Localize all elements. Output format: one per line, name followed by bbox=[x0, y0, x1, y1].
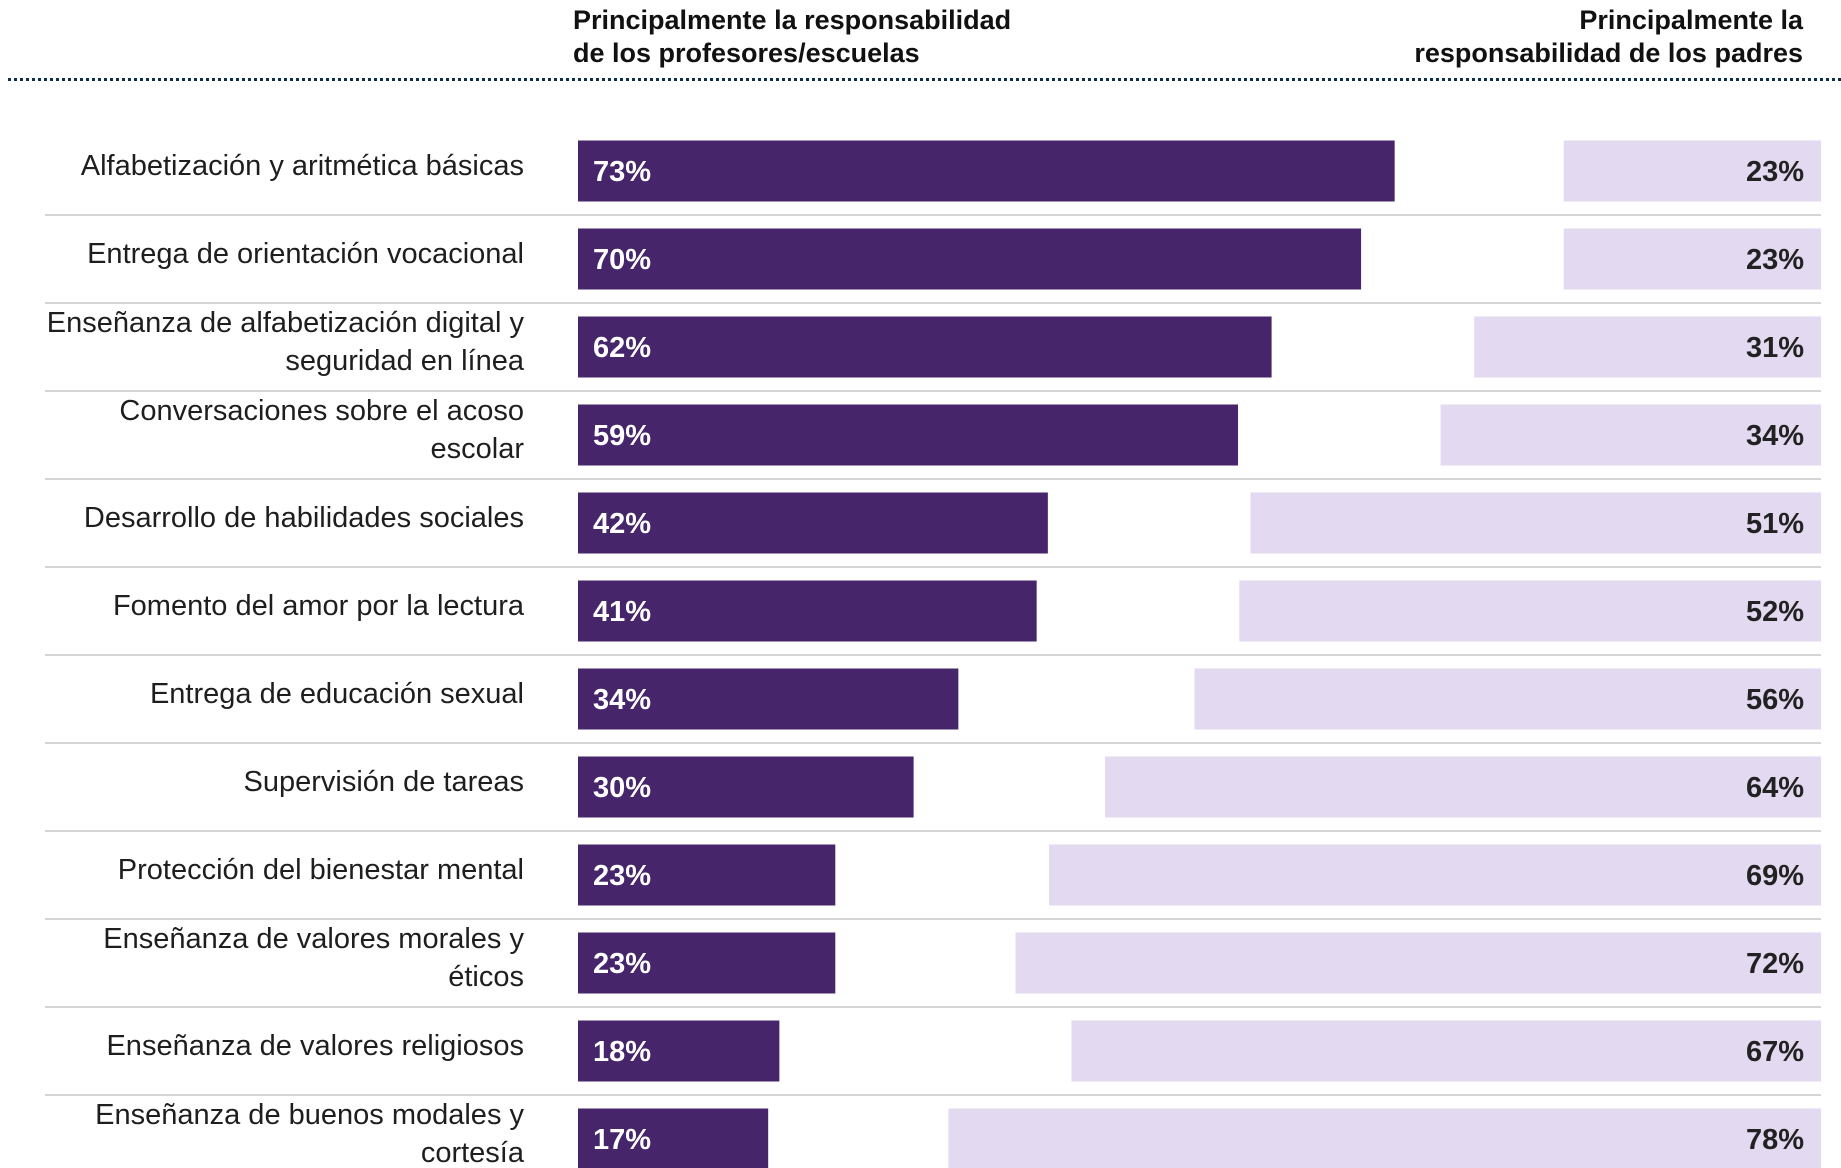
teachers-value-label-10: 18% bbox=[593, 1036, 651, 1068]
teachers-bar-7 bbox=[578, 756, 914, 818]
parents-bar-7 bbox=[1105, 756, 1821, 818]
teachers-value-label-8: 23% bbox=[593, 860, 651, 892]
parents-value-label-0: 23% bbox=[1746, 156, 1804, 188]
teachers-bar-0 bbox=[578, 140, 1395, 202]
category-label-11-line-2: cortesía bbox=[421, 1137, 525, 1168]
category-label-0: Alfabetización y aritmética básicas bbox=[81, 150, 524, 182]
teachers-bar-4 bbox=[578, 492, 1048, 554]
parents-bar-5 bbox=[1239, 580, 1821, 642]
parents-value-label-2: 31% bbox=[1746, 332, 1804, 364]
category-label-3-line-2: escolar bbox=[431, 433, 525, 465]
teachers-column-header: Principalmente la responsabilidad de los… bbox=[573, 4, 1011, 70]
category-label-9-line-2: éticos bbox=[448, 961, 524, 993]
parents-bar-0 bbox=[1563, 140, 1821, 202]
parents-value-label-3: 34% bbox=[1746, 420, 1804, 452]
parents-header-line-1: Principalmente la bbox=[1579, 5, 1803, 35]
parents-bar-8 bbox=[1049, 844, 1821, 906]
parents-value-label-10: 67% bbox=[1746, 1036, 1804, 1068]
category-label-7: Supervisión de tareas bbox=[244, 766, 525, 798]
teachers-value-label-3: 59% bbox=[593, 420, 651, 452]
teachers-header-line-1: Principalmente la responsabilidad bbox=[573, 5, 1012, 35]
category-label-8: Protección del bienestar mental bbox=[118, 854, 524, 886]
parents-bar-10 bbox=[1071, 1020, 1821, 1082]
teachers-bar-6 bbox=[578, 668, 959, 730]
category-label-9-line-1: Enseñanza de valores morales y bbox=[103, 923, 524, 955]
category-label-3-line-1: Conversaciones sobre el acoso bbox=[119, 395, 524, 427]
parents-value-label-7: 64% bbox=[1746, 772, 1804, 804]
category-label-5: Fomento del amor por la lectura bbox=[113, 590, 525, 622]
parents-bar-2 bbox=[1474, 316, 1821, 378]
parents-value-label-9: 72% bbox=[1746, 948, 1804, 980]
teachers-value-label-7: 30% bbox=[593, 772, 651, 804]
parents-bar-11 bbox=[948, 1108, 1821, 1168]
teachers-bar-3 bbox=[578, 404, 1239, 466]
category-label-10: Enseñanza de valores religiosos bbox=[106, 1030, 524, 1062]
parents-value-label-11: 78% bbox=[1746, 1124, 1804, 1156]
parents-value-label-6: 56% bbox=[1746, 684, 1804, 716]
teachers-value-label-11: 17% bbox=[593, 1124, 651, 1156]
parents-bar-9 bbox=[1015, 932, 1821, 994]
teachers-header-line-2: de los profesores/escuelas bbox=[573, 38, 920, 68]
teachers-bar-1 bbox=[578, 228, 1362, 290]
parents-column-header: Principalmente la responsabilidad de los… bbox=[1414, 4, 1803, 70]
teachers-value-label-2: 62% bbox=[593, 332, 651, 364]
category-label-4: Desarrollo de habilidades sociales bbox=[84, 502, 524, 534]
parents-value-label-8: 69% bbox=[1746, 860, 1804, 892]
teachers-value-label-1: 70% bbox=[593, 244, 651, 276]
teachers-bar-11 bbox=[578, 1108, 769, 1168]
teachers-bar-9 bbox=[578, 932, 836, 994]
category-label-6: Entrega de educación sexual bbox=[150, 678, 524, 710]
teachers-bar-8 bbox=[578, 844, 836, 906]
teachers-value-label-5: 41% bbox=[593, 596, 651, 628]
category-label-1: Entrega de orientación vocacional bbox=[87, 238, 524, 270]
parents-header-line-2: responsabilidad de los padres bbox=[1414, 38, 1803, 68]
parents-bar-6 bbox=[1194, 668, 1821, 730]
parents-value-label-4: 51% bbox=[1746, 508, 1804, 540]
header-divider bbox=[8, 78, 1841, 81]
teachers-bar-5 bbox=[578, 580, 1037, 642]
category-label-2-line-1: Enseñanza de alfabetización digital y bbox=[47, 307, 525, 339]
category-label-11-line-1: Enseñanza de buenos modales y bbox=[95, 1099, 524, 1131]
parents-bar-1 bbox=[1563, 228, 1821, 290]
teachers-value-label-6: 34% bbox=[593, 684, 651, 716]
teachers-bar-2 bbox=[578, 316, 1272, 378]
teachers-value-label-4: 42% bbox=[593, 508, 651, 540]
category-label-2-line-2: seguridad en línea bbox=[285, 345, 524, 377]
teachers-value-label-9: 23% bbox=[593, 948, 651, 980]
teachers-bar-10 bbox=[578, 1020, 780, 1082]
parents-bar-3 bbox=[1440, 404, 1821, 466]
parents-value-label-1: 23% bbox=[1746, 244, 1804, 276]
teachers-value-label-0: 73% bbox=[593, 156, 651, 188]
parents-bar-4 bbox=[1250, 492, 1821, 554]
parents-value-label-5: 52% bbox=[1746, 596, 1804, 628]
